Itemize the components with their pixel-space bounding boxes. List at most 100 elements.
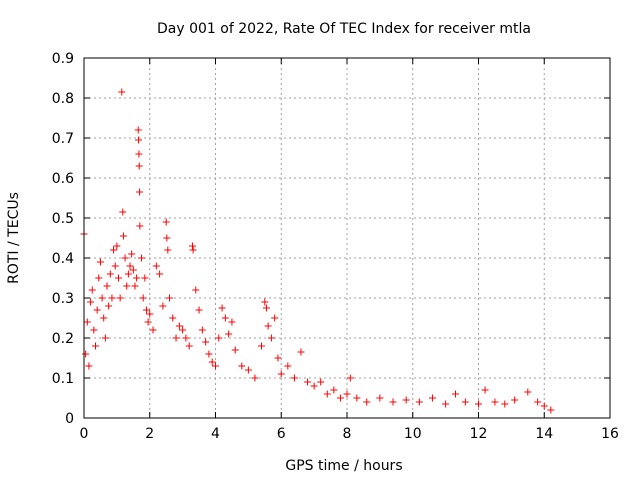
data-point [534, 398, 542, 406]
data-point [92, 342, 100, 350]
data-point [139, 294, 147, 302]
data-point [547, 406, 555, 414]
data-point [262, 304, 270, 312]
x-tick-label: 8 [343, 426, 352, 442]
data-point [119, 208, 127, 216]
x-tick-label: 4 [211, 426, 220, 442]
data-point [277, 370, 285, 378]
y-tick-label: 0.2 [52, 331, 74, 347]
grid-lines [84, 58, 610, 418]
data-point [376, 394, 384, 402]
data-point [310, 382, 318, 390]
x-tick-label: 12 [470, 426, 488, 442]
data-point [238, 362, 246, 370]
data-point [101, 334, 109, 342]
data-point [105, 302, 113, 310]
data-point [124, 270, 132, 278]
data-point [119, 232, 127, 240]
data-point [108, 294, 116, 302]
data-point [215, 334, 223, 342]
data-point [212, 362, 219, 370]
data-point [96, 258, 104, 266]
data-point [95, 274, 103, 282]
data-point [284, 362, 292, 370]
y-tick-labels: 0 0.1 0.2 0.3 0.4 0.5 0.6 0.7 0.8 0.9 [52, 51, 74, 427]
data-point [103, 282, 111, 290]
data-point [267, 334, 275, 342]
data-point [261, 298, 269, 306]
data-point [135, 162, 143, 170]
data-point [251, 374, 259, 382]
data-point [511, 396, 519, 404]
data-point [106, 270, 114, 278]
data-point [192, 286, 200, 294]
data-point [461, 398, 469, 406]
data-point [451, 390, 459, 398]
x-axis-title: GPS time / hours [285, 458, 402, 474]
data-point [258, 342, 266, 350]
data-point [297, 348, 305, 356]
y-tick-label: 0 [65, 411, 74, 427]
data-point [118, 88, 126, 96]
data-point [87, 298, 95, 306]
data-point [491, 398, 499, 406]
data-point [336, 394, 344, 402]
y-tick-label: 0.4 [52, 251, 74, 267]
data-point [163, 234, 171, 242]
y-tick-label: 0.3 [52, 291, 74, 307]
data-point [179, 326, 187, 334]
data-point [304, 378, 312, 386]
data-point [159, 302, 167, 310]
data-point [428, 394, 436, 402]
data-point [205, 350, 213, 358]
data-point [415, 398, 423, 406]
data-point [264, 322, 272, 330]
data-point [162, 218, 170, 226]
data-point [402, 396, 410, 404]
data-point [475, 400, 482, 408]
data-point [142, 306, 150, 314]
data-point [343, 390, 351, 398]
data-point [481, 386, 489, 394]
data-point [82, 350, 90, 358]
data-point [221, 314, 229, 322]
y-tick-label: 0.6 [52, 171, 74, 187]
data-point [195, 306, 203, 314]
data-point [290, 374, 298, 382]
data-point [115, 274, 123, 282]
axis-ticks [83, 57, 611, 419]
x-tick-label: 10 [404, 426, 422, 442]
data-point [128, 250, 136, 258]
data-point [88, 286, 96, 294]
data-point [524, 388, 532, 396]
data-point [274, 354, 282, 362]
data-point [152, 262, 160, 270]
data-point [172, 334, 180, 342]
data-point [165, 294, 173, 302]
data-point [144, 318, 152, 326]
data-point [136, 188, 144, 196]
data-point [135, 150, 143, 158]
data-point [540, 402, 548, 410]
y-tick-label: 0.8 [52, 91, 74, 107]
data-point [133, 274, 141, 282]
data-point [90, 326, 98, 334]
data-point [156, 270, 164, 278]
data-point [110, 246, 118, 254]
data-point [111, 262, 119, 270]
data-point [129, 266, 137, 274]
x-tick-label: 14 [535, 426, 553, 442]
data-point [93, 306, 101, 314]
x-tick-label: 0 [80, 426, 89, 442]
data-point [83, 318, 91, 326]
data-point [136, 222, 144, 230]
y-tick-label: 0.7 [52, 131, 74, 147]
x-tick-label: 2 [145, 426, 154, 442]
data-point [218, 304, 226, 312]
data-point [185, 342, 193, 350]
data-point [317, 378, 325, 386]
data-point [198, 326, 206, 334]
data-point [149, 326, 157, 334]
data-point [442, 400, 450, 408]
